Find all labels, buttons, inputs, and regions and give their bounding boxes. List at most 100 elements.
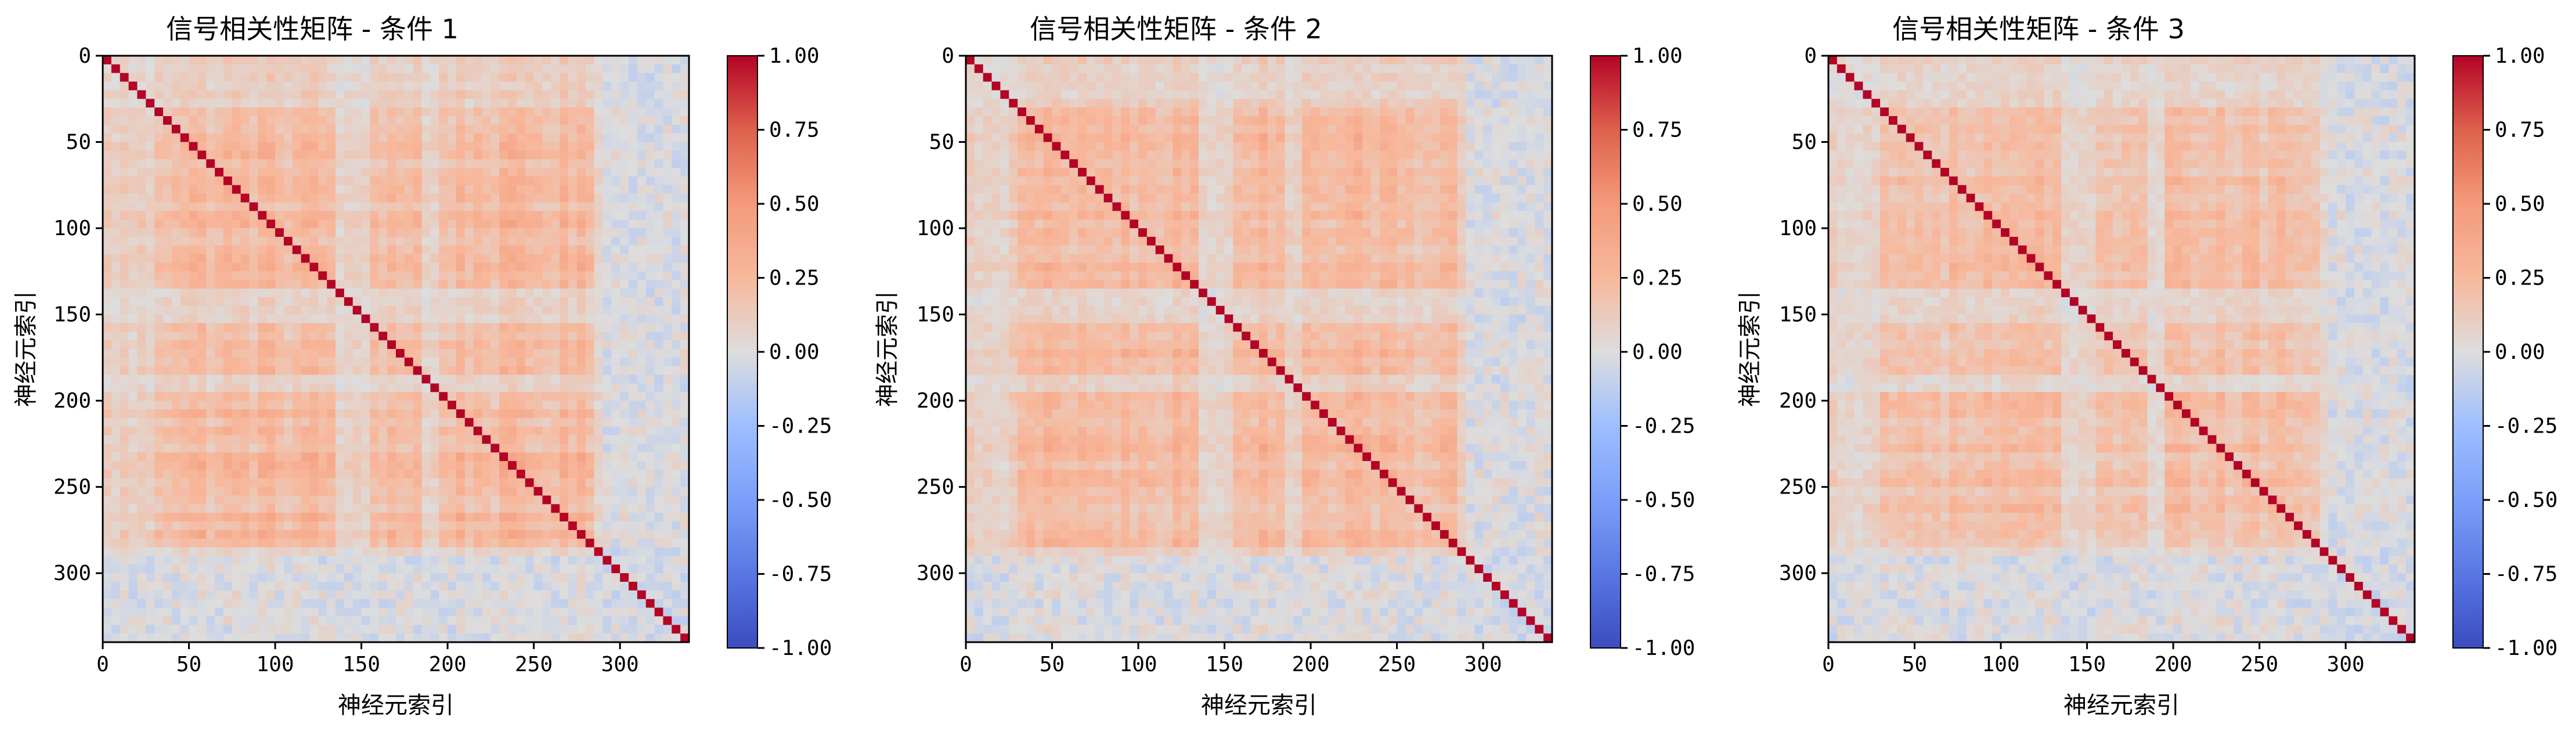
heatmap-cell — [378, 616, 388, 625]
heatmap-cell — [473, 521, 483, 531]
heatmap-cell — [551, 150, 560, 160]
heatmap-cell — [309, 185, 319, 195]
heatmap-cell — [352, 81, 362, 91]
heatmap-cell — [568, 383, 578, 392]
heatmap-cell — [206, 495, 215, 505]
heatmap-cell — [404, 254, 414, 263]
heatmap-cell — [533, 349, 543, 358]
heatmap-cell — [464, 332, 474, 341]
heatmap-cell — [456, 513, 466, 522]
heatmap-cell — [1130, 90, 1139, 99]
heatmap-cell — [672, 73, 681, 82]
heatmap-cell — [594, 538, 603, 548]
heatmap-cell — [1397, 73, 1406, 82]
heatmap-cell — [154, 633, 164, 643]
heatmap-cell — [421, 289, 431, 298]
heatmap-cell — [637, 556, 647, 565]
heatmap-cell — [146, 564, 155, 574]
heatmap-cell — [1354, 56, 1363, 65]
heatmap-cell — [249, 530, 258, 539]
heatmap-cell — [1319, 73, 1329, 82]
heatmap-cell — [111, 297, 121, 307]
heatmap-cell — [378, 521, 388, 531]
heatmap-cell — [672, 271, 681, 280]
heatmap-cell — [197, 159, 207, 168]
heatmap-cell — [378, 193, 388, 203]
heatmap-cell — [499, 435, 508, 444]
heatmap-cell — [275, 289, 284, 298]
heatmap-cell — [464, 444, 474, 453]
heatmap-cell — [516, 340, 526, 350]
heatmap-cell — [533, 64, 543, 74]
heatmap-cell — [594, 401, 603, 410]
heatmap-cell — [629, 435, 638, 444]
heatmap-cell — [396, 262, 405, 272]
heatmap-cell — [128, 280, 138, 289]
heatmap-cell — [663, 90, 672, 99]
heatmap-cell — [542, 504, 551, 513]
heatmap-cell — [637, 530, 647, 539]
heatmap-cell — [137, 547, 146, 556]
heatmap-cell — [611, 556, 620, 565]
heatmap-cell — [171, 607, 181, 617]
heatmap-cell — [344, 90, 353, 99]
heatmap-cell — [128, 349, 138, 358]
heatmap-cell — [516, 305, 526, 315]
heatmap-cell — [283, 280, 293, 289]
heatmap-cell — [327, 332, 336, 341]
heatmap-cell — [645, 590, 655, 600]
heatmap-cell — [111, 573, 121, 582]
heatmap-cell — [413, 185, 423, 195]
heatmap-cell — [180, 573, 190, 582]
heatmap-cell — [318, 280, 327, 289]
heatmap-cell — [111, 625, 121, 634]
heatmap-cell — [672, 202, 681, 211]
heatmap-cell — [629, 409, 638, 419]
heatmap-cell — [335, 202, 345, 211]
heatmap-cell — [473, 366, 483, 376]
heatmap-cell — [146, 107, 155, 117]
heatmap-cell — [611, 530, 620, 539]
heatmap-cell — [421, 185, 431, 195]
heatmap-cell — [180, 116, 190, 125]
heatmap-cell — [413, 547, 423, 556]
heatmap-cell — [206, 469, 215, 479]
heatmap-cell — [361, 374, 370, 384]
heatmap-cell — [292, 133, 302, 143]
colorbar-1: 1.000.750.500.250.00-0.25-0.50-0.75-1.00 — [727, 44, 832, 660]
heatmap-cell — [439, 564, 448, 574]
heatmap-cell — [240, 271, 250, 280]
heatmap-cell — [602, 280, 612, 289]
heatmap-cell — [1181, 90, 1190, 99]
heatmap-cell — [490, 452, 500, 462]
heatmap-cell — [439, 401, 448, 410]
heatmap-cell — [473, 435, 483, 444]
heatmap-cell — [103, 426, 112, 436]
heatmap-cell — [611, 271, 620, 280]
heatmap-cell — [335, 228, 345, 237]
heatmap-cell — [240, 590, 250, 600]
heatmap-cell — [680, 417, 690, 427]
heatmap-cell — [551, 435, 560, 444]
heatmap-cell — [249, 73, 258, 82]
heatmap-cell — [146, 228, 155, 237]
heatmap-cell — [120, 323, 129, 332]
heatmap-cell — [645, 193, 655, 203]
heatmap-cell — [594, 469, 603, 479]
heatmap-cell — [327, 573, 336, 582]
heatmap-cell — [206, 426, 215, 436]
heatmap-cell — [266, 280, 276, 289]
heatmap-cell — [645, 487, 655, 496]
heatmap-cell — [396, 417, 405, 427]
heatmap-cell — [223, 582, 233, 591]
heatmap-cell — [551, 73, 560, 82]
heatmap-cell — [370, 314, 379, 323]
heatmap-cell — [249, 271, 258, 280]
heatmap-cell — [361, 633, 370, 643]
heatmap-cell — [663, 461, 672, 470]
heatmap-cell — [215, 495, 224, 505]
heatmap-cell — [611, 469, 620, 479]
heatmap-cell — [637, 142, 647, 151]
heatmap-cell — [318, 150, 327, 160]
heatmap-cell — [361, 599, 370, 608]
